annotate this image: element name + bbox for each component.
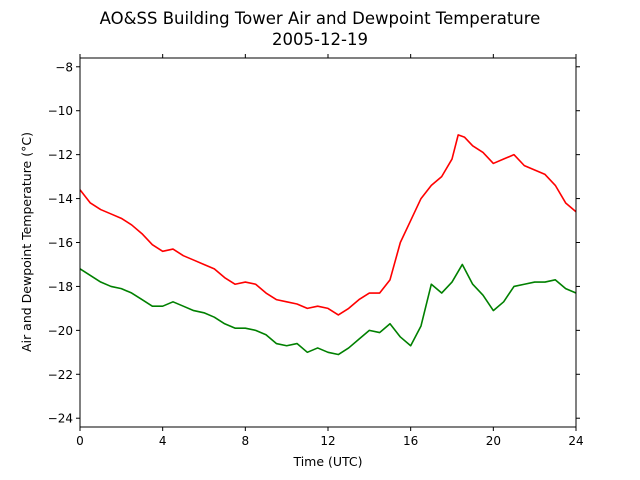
y-tick-label: −14 <box>48 192 73 206</box>
chart-title: AO&SS Building Tower Air and Dewpoint Te… <box>100 9 541 28</box>
x-tick-label: 8 <box>242 434 250 448</box>
y-tick-label: −8 <box>55 60 73 74</box>
y-tick-label: −20 <box>48 324 73 338</box>
y-tick-label: −24 <box>48 412 73 426</box>
x-tick-label: 0 <box>76 434 84 448</box>
y-tick-label: −10 <box>48 104 73 118</box>
series-line-0 <box>79 134 577 316</box>
x-tick-label: 4 <box>159 434 167 448</box>
y-tick-label: −22 <box>48 368 73 382</box>
axis-ticks: 0 4 8 12 16 20 24 −24 −22 −20 −18 −16 −14 −12 −10 −8 <box>48 54 584 448</box>
y-axis-label: Air and Dewpoint Temperature (°C) <box>19 132 34 352</box>
y-tick-label: −16 <box>48 236 73 250</box>
chart-subtitle: 2005-12-19 <box>272 30 368 49</box>
x-tick-label: 20 <box>486 434 501 448</box>
y-tick-label: −12 <box>48 148 73 162</box>
x-axis-label: Time (UTC) <box>292 454 362 469</box>
plot-frame <box>79 57 577 428</box>
x-tick-label: 12 <box>320 434 335 448</box>
y-tick-label: −18 <box>48 280 73 294</box>
series-line-1 <box>79 263 577 356</box>
plot-area <box>79 134 577 356</box>
x-tick-label: 16 <box>403 434 418 448</box>
x-tick-label: 24 <box>568 434 583 448</box>
